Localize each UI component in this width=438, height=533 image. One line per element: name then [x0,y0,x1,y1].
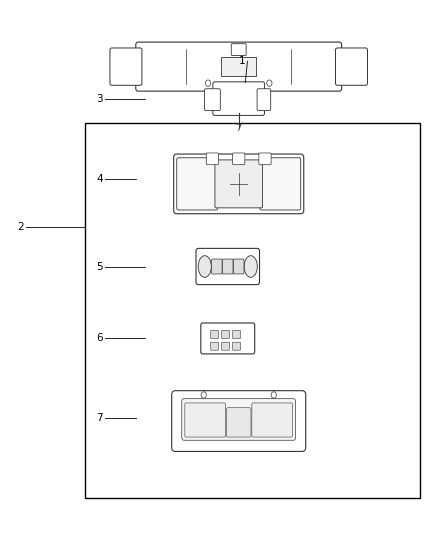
Text: 5: 5 [96,262,103,271]
Text: 7: 7 [96,414,103,423]
Ellipse shape [198,256,211,277]
Text: 6: 6 [96,334,103,343]
FancyBboxPatch shape [223,259,233,274]
FancyBboxPatch shape [177,158,218,210]
FancyBboxPatch shape [222,342,230,350]
FancyBboxPatch shape [211,330,219,338]
FancyBboxPatch shape [336,48,367,85]
FancyBboxPatch shape [110,48,142,85]
FancyBboxPatch shape [252,403,293,437]
FancyBboxPatch shape [201,323,255,354]
FancyBboxPatch shape [231,44,246,55]
Text: 2: 2 [18,222,24,231]
FancyBboxPatch shape [173,154,304,214]
Text: 1: 1 [239,56,245,66]
FancyBboxPatch shape [136,42,342,91]
FancyBboxPatch shape [222,330,230,338]
Text: 3: 3 [96,94,103,103]
FancyBboxPatch shape [233,153,245,165]
FancyBboxPatch shape [185,403,226,437]
FancyBboxPatch shape [233,259,244,274]
Bar [221,57,256,76]
Ellipse shape [244,256,258,277]
FancyBboxPatch shape [196,248,259,285]
FancyBboxPatch shape [182,399,296,440]
FancyBboxPatch shape [259,153,271,165]
FancyBboxPatch shape [206,153,219,165]
FancyBboxPatch shape [215,160,262,208]
FancyBboxPatch shape [211,342,219,350]
FancyBboxPatch shape [212,259,222,274]
Text: 4: 4 [96,174,103,183]
FancyBboxPatch shape [205,88,220,111]
FancyBboxPatch shape [213,82,265,116]
FancyBboxPatch shape [257,88,271,111]
FancyBboxPatch shape [226,408,251,437]
FancyBboxPatch shape [233,342,240,350]
Bar [85,123,420,498]
FancyBboxPatch shape [260,158,300,210]
FancyBboxPatch shape [233,330,240,338]
FancyBboxPatch shape [172,391,306,451]
